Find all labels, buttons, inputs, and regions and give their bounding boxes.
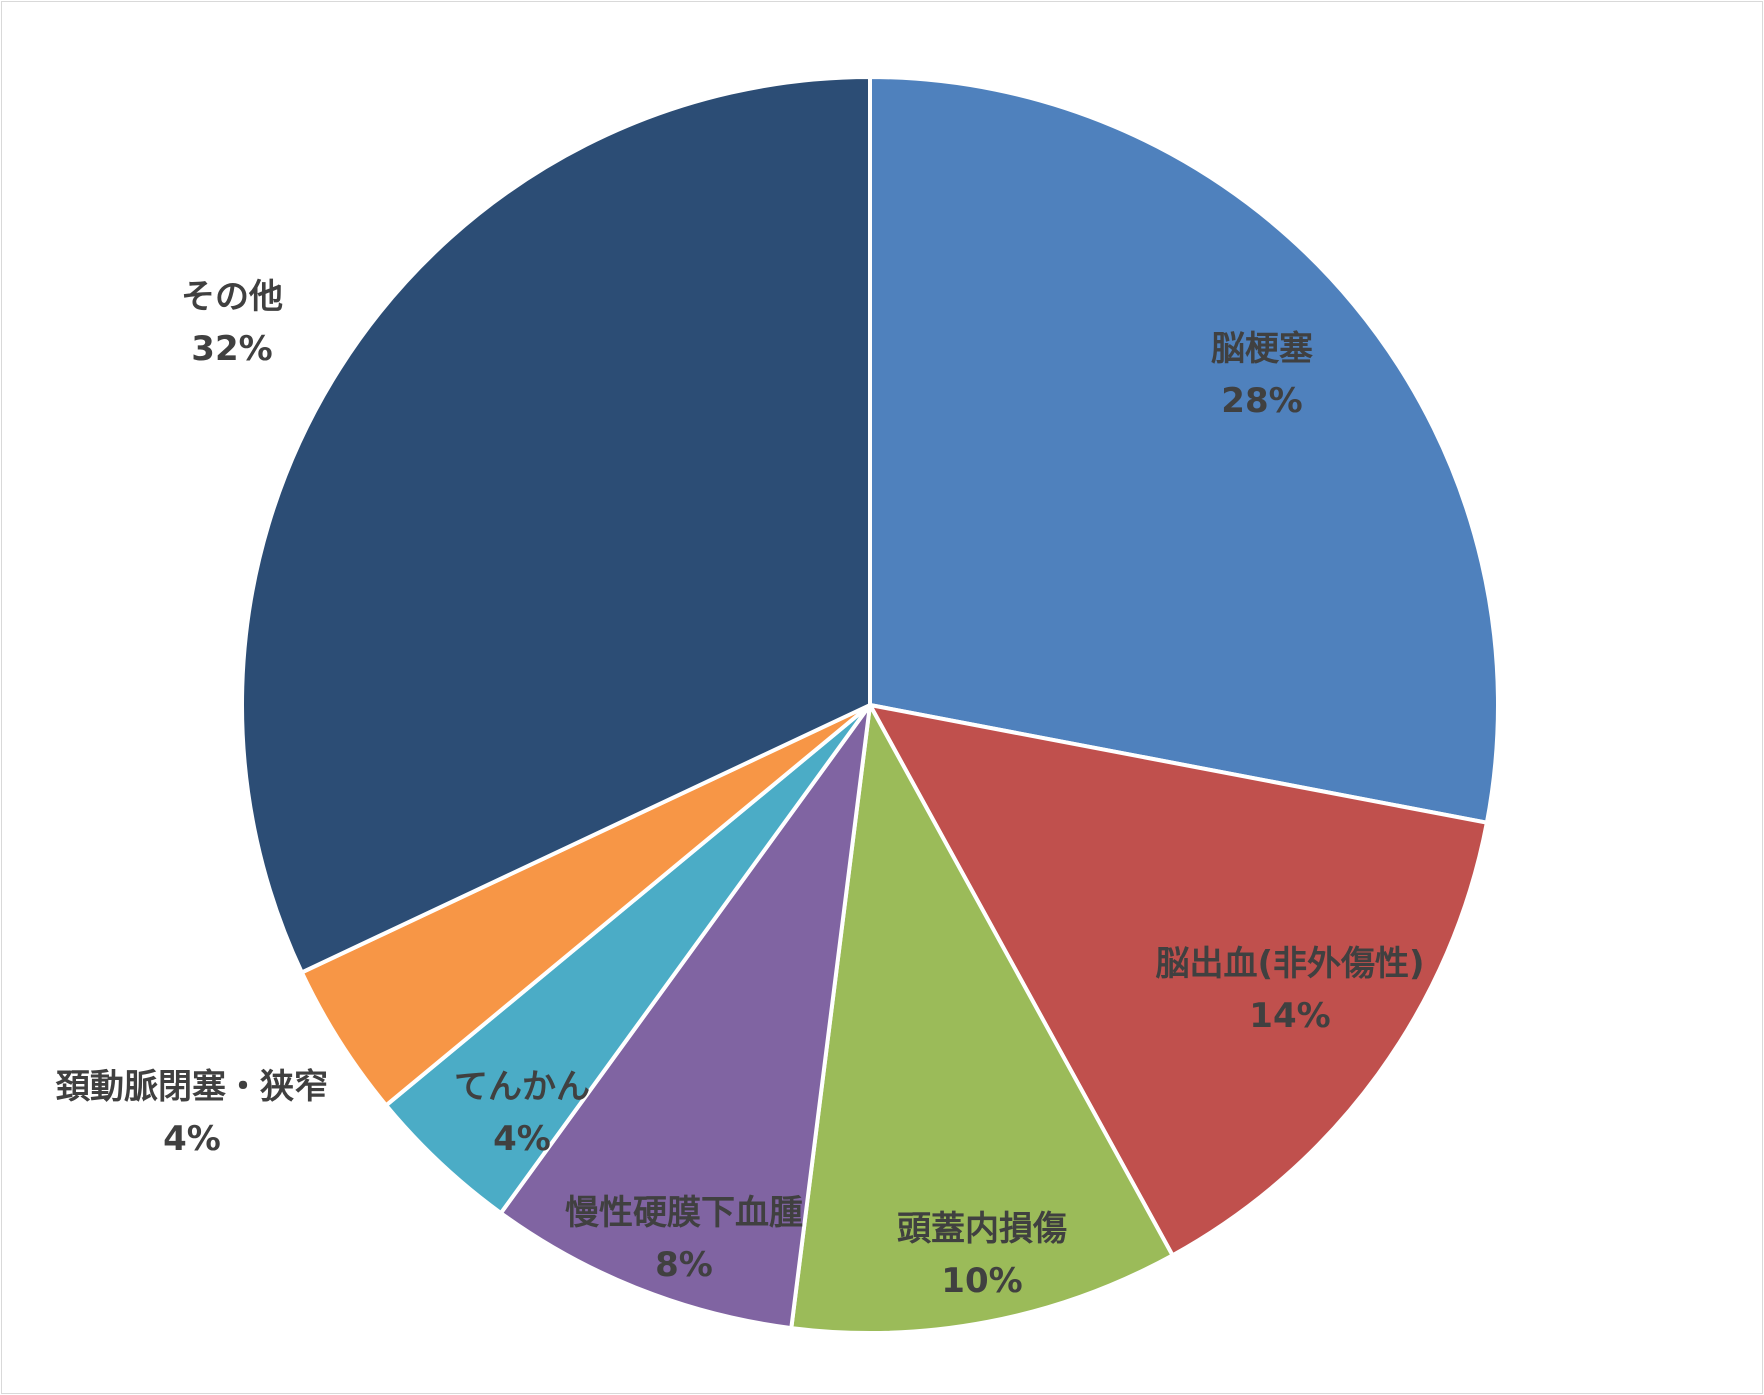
slices-layer [240, 75, 1500, 1335]
slice-percent-label-1: 14% [1249, 996, 1330, 1036]
slice-category-label-4: てんかん [454, 1067, 590, 1107]
slice-percent-label-6: 32% [191, 329, 272, 369]
pie-slice-3 [498, 703, 872, 1331]
pie-slice-2 [789, 703, 1175, 1335]
slice-category-label-2: 頭蓋内損傷 [897, 1209, 1067, 1249]
slice-percent-label-4: 4% [493, 1119, 551, 1159]
slice-category-label-1: 脳出血(非外傷性) [1155, 944, 1424, 984]
slice-percent-label-0: 28% [1221, 381, 1302, 421]
slice-category-label-0: 脳梗塞 [1211, 329, 1313, 369]
labels-layer: 脳梗塞 28% 脳出血(非外傷性) 14% 頭蓋内損傷 10% 慢性硬膜下血腫 8% てんかん 4… [55, 277, 1425, 1301]
slice-category-label-6: その他 [181, 277, 283, 317]
pie-slice-1 [868, 703, 1489, 1258]
slice-category-label-5: 頚動脈閉塞・狭窄 [55, 1067, 328, 1107]
slice-percent-label-2: 10% [941, 1261, 1022, 1301]
pie-slice-6 [240, 75, 872, 975]
slice-percent-label-3: 8% [655, 1245, 713, 1285]
pie-slice-0 [868, 75, 1500, 825]
slice-category-label-3: 慢性硬膜下血腫 [565, 1193, 803, 1233]
slice-percent-label-5: 4% [163, 1119, 221, 1159]
